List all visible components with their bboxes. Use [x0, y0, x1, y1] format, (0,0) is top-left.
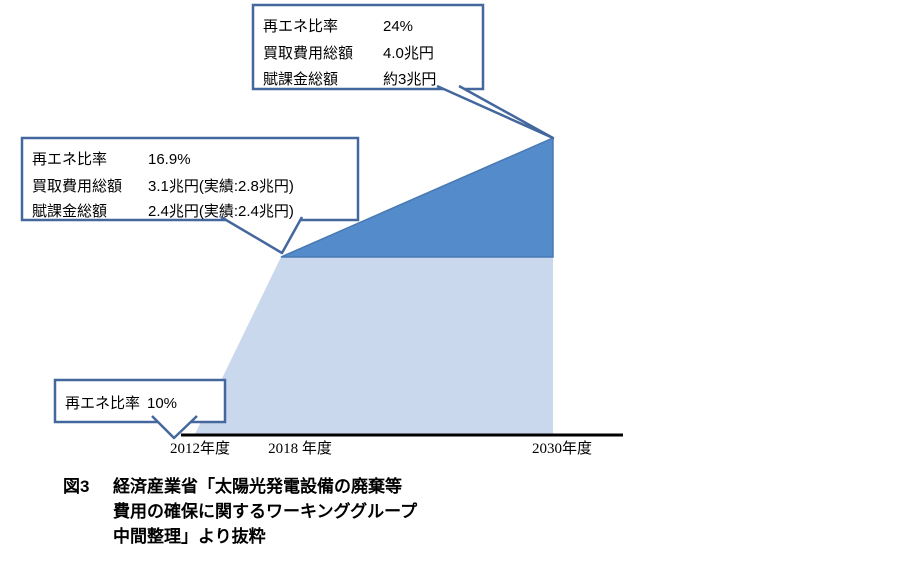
callout-2030-line2-label: 買取費用総額 [263, 45, 353, 62]
callout-2030-box [251, 3, 485, 91]
caption-fig-no: 図3 [63, 477, 89, 496]
callout-2030-line1-value: 24% [383, 18, 413, 35]
callout-2018-line3-label: 賦課金総額 [32, 203, 107, 220]
callout-2018-line1-label: 再エネ比率 [32, 151, 107, 168]
callout-2012-box [53, 378, 227, 424]
caption-line3: 中間整理」より抜粋 [113, 526, 266, 546]
callout-2012-tail [151, 415, 198, 440]
dark-area-series [280, 136, 554, 258]
callout-2018-tail [220, 215, 304, 255]
light-area-series [195, 257, 553, 434]
callout-2030-line3-label: 賦課金総額 [263, 71, 338, 88]
callout-2030-line2-value: 4.0兆円 [383, 45, 434, 62]
callout-2018-line1-value: 16.9% [148, 151, 191, 168]
callout-2012-line1-label: 再エネ比率 [65, 395, 140, 412]
callout-2018-line2-value: 3.1兆円(実績:2.8兆円) [148, 178, 294, 195]
x-tick-2030: 2030年度 [532, 440, 592, 457]
caption-line2: 費用の確保に関するワーキンググループ [113, 501, 418, 521]
caption-line1: 経済産業省「太陽光発電設備の廃棄等 [113, 476, 402, 496]
callout-2018-line3-value: 2.4兆円(実績:2.4兆円) [148, 203, 294, 220]
callout-2012-line1-value: 10% [147, 395, 177, 412]
callout-2018-box [20, 136, 360, 222]
x-tick-2012: 2012年度 [170, 440, 230, 457]
callout-2030-line3-value: 約3兆円 [383, 71, 436, 88]
callout-2030-line1-label: 再エネ比率 [263, 18, 338, 35]
callout-2018-line2-label: 買取費用総額 [32, 178, 122, 195]
callout-2030-tail [436, 84, 555, 140]
x-tick-2018: 2018 年度 [268, 440, 332, 457]
